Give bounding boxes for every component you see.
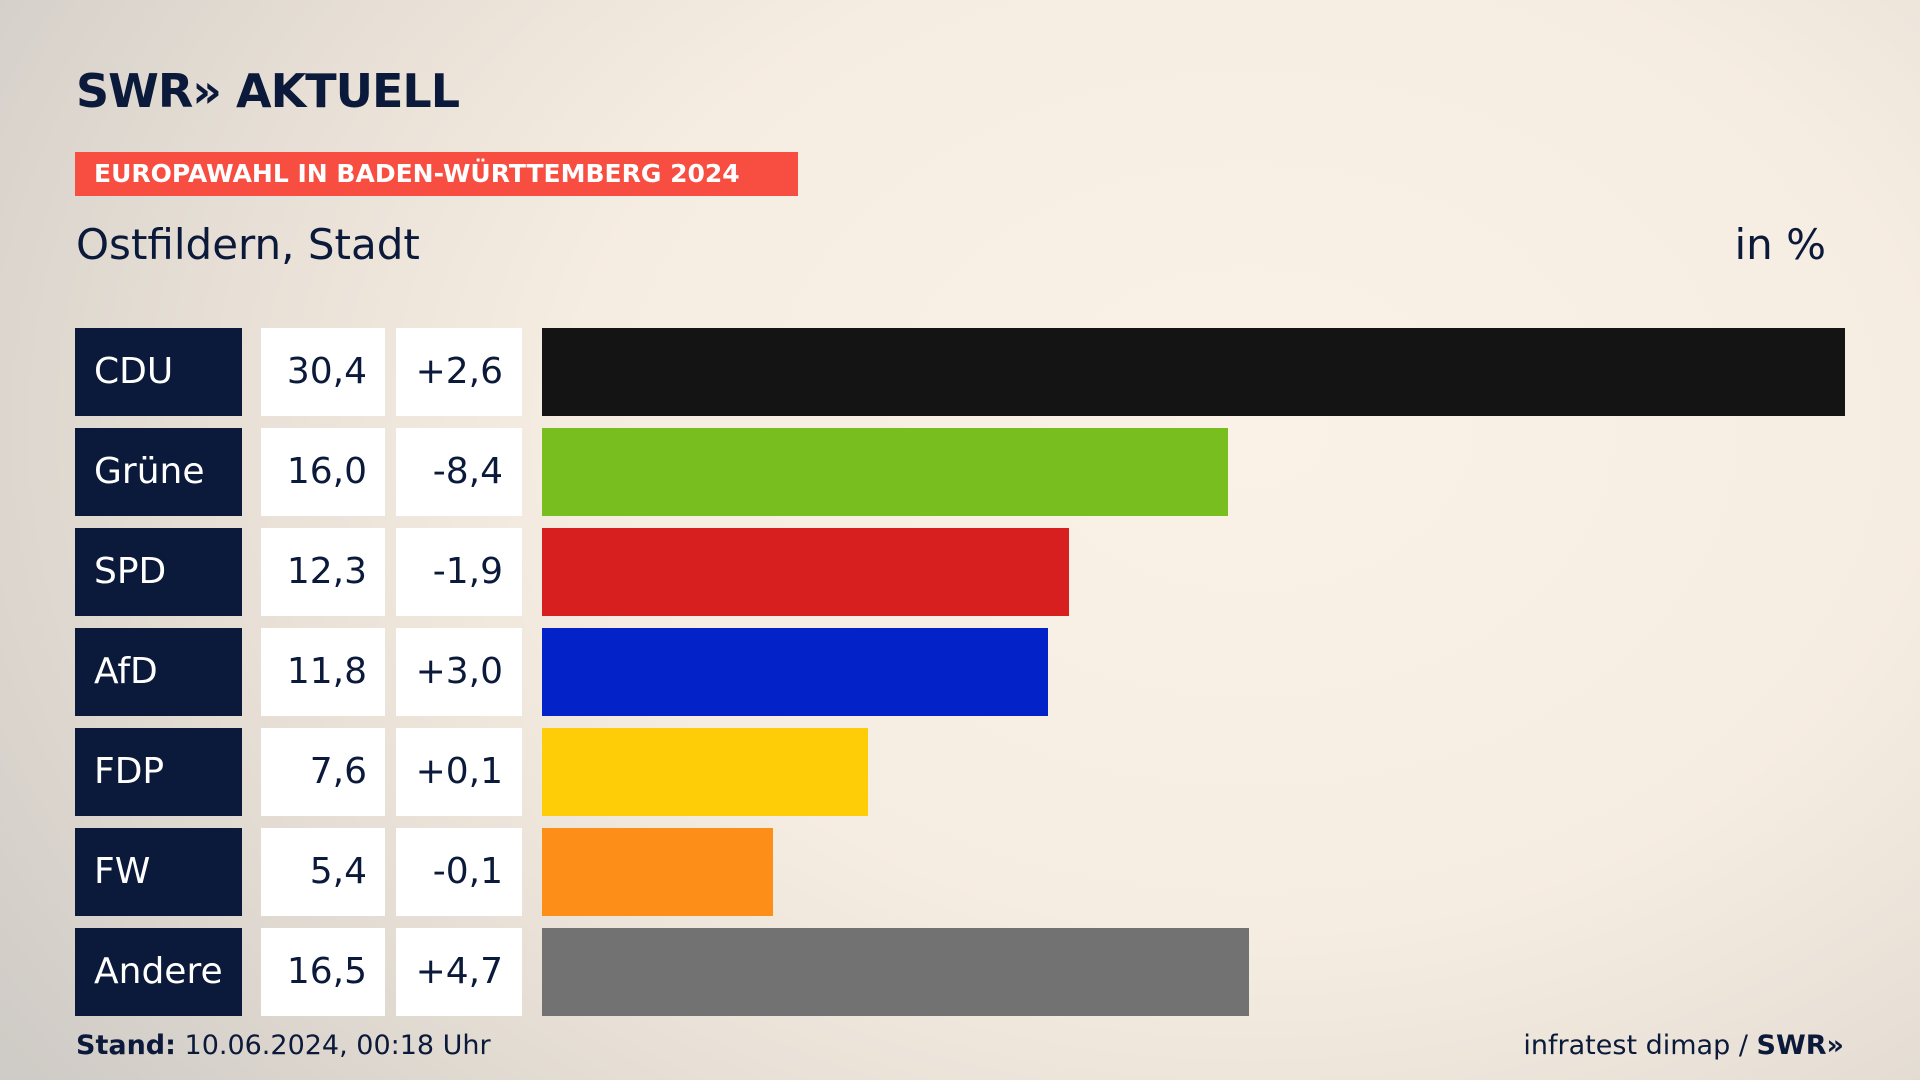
bar-row-gr-ne: Grüne 16,0 -8,4 — [75, 428, 1845, 516]
change-label: -1,9 — [396, 528, 522, 616]
bar — [542, 428, 1228, 516]
party-label: Grüne — [75, 428, 242, 516]
value-label: 16,5 — [261, 928, 385, 1016]
value-label: 7,6 — [261, 728, 385, 816]
value-label: 12,3 — [261, 528, 385, 616]
change-label: +3,0 — [396, 628, 522, 716]
unit-label: in % — [1734, 220, 1826, 269]
source-credit: infratest dimap / SWR» — [1523, 1030, 1844, 1061]
swr-logo: SWR» — [1756, 1030, 1844, 1061]
party-label: AfD — [75, 628, 242, 716]
bar — [542, 328, 1845, 416]
bar-row-fdp: FDP 7,6 +0,1 — [75, 728, 1845, 816]
bar-row-spd: SPD 12,3 -1,9 — [75, 528, 1845, 616]
bar — [542, 528, 1069, 616]
swr-aktuell-logo: SWR» AKTUELL — [76, 64, 460, 118]
source-text: infratest dimap / — [1523, 1030, 1748, 1061]
value-label: 16,0 — [261, 428, 385, 516]
chart-subtitle: Ostfildern, Stadt — [76, 220, 420, 269]
value-label: 30,4 — [261, 328, 385, 416]
stand-label: Stand: — [76, 1030, 176, 1061]
value-label: 5,4 — [261, 828, 385, 916]
change-label: -0,1 — [396, 828, 522, 916]
change-label: +4,7 — [396, 928, 522, 1016]
change-label: +0,1 — [396, 728, 522, 816]
party-label: CDU — [75, 328, 242, 416]
stand-value: 10.06.2024, 00:18 Uhr — [184, 1030, 491, 1061]
party-label: SPD — [75, 528, 242, 616]
party-label: Andere — [75, 928, 242, 1016]
party-label: FDP — [75, 728, 242, 816]
bar-chart: CDU 30,4 +2,6 Grüne 16,0 -8,4 SPD 12,3 -1,9 AfD 11… — [75, 328, 1845, 1016]
party-label: FW — [75, 828, 242, 916]
bar — [542, 928, 1249, 1016]
timestamp: Stand: 10.06.2024, 00:18 Uhr — [76, 1030, 491, 1061]
bar-row-fw: FW 5,4 -0,1 — [75, 828, 1845, 916]
change-label: -8,4 — [396, 428, 522, 516]
bar — [542, 728, 868, 816]
bar-row-andere: Andere 16,5 +4,7 — [75, 928, 1845, 1016]
value-label: 11,8 — [261, 628, 385, 716]
change-label: +2,6 — [396, 328, 522, 416]
bar-row-afd: AfD 11,8 +3,0 — [75, 628, 1845, 716]
election-banner: EUROPAWAHL IN BADEN-WÜRTTEMBERG 2024 — [75, 152, 798, 196]
bar — [542, 828, 773, 916]
bar-row-cdu: CDU 30,4 +2,6 — [75, 328, 1845, 416]
bar — [542, 628, 1048, 716]
